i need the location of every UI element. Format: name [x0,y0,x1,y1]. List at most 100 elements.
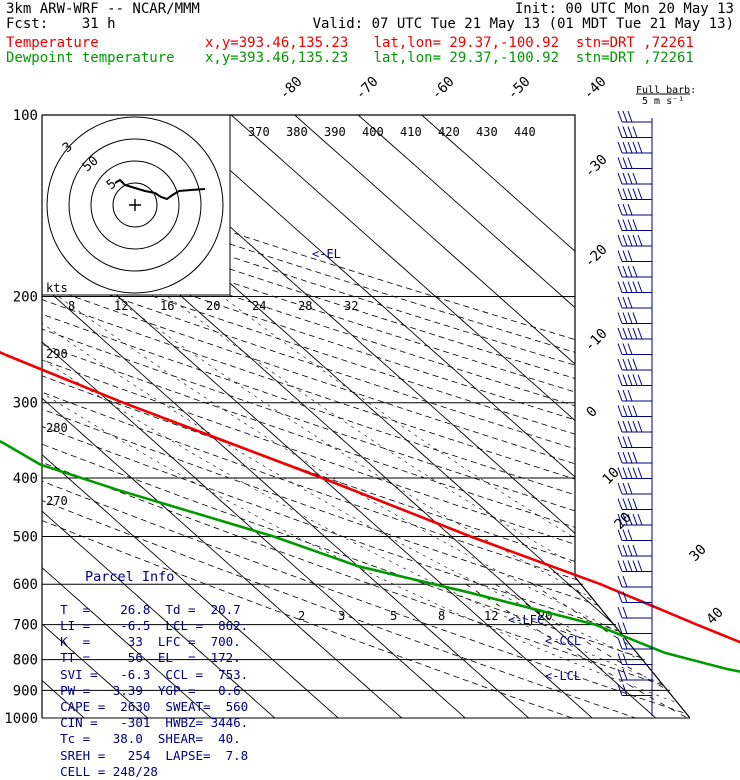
wind-barb-flag [618,235,622,246]
wind-barb-flag [618,328,622,339]
mixing-ratio-line [533,584,740,718]
wind-barb-flag [633,545,637,556]
wind-barb-flag [618,158,622,169]
wind-barb-icon [618,328,652,339]
theta-label: 400 [362,125,384,139]
wind-barb-icon [618,499,652,510]
wind-barb-flag [638,375,642,386]
wind-barb-icon [618,127,652,138]
level-marker-ccl: <-CCL [545,634,581,648]
wind-barb-flag [618,654,622,665]
wind-barb-flag [623,576,627,587]
isotherm-right-label: -30 [582,152,611,181]
parcel-row: SVI = -6.3 CCL = 753. [60,667,248,682]
wind-axis-label: 20 [206,299,220,313]
wind-barb-flag [638,235,642,246]
theta-label: 380 [286,125,308,139]
wind-barb-flag [628,251,632,262]
wind-barb-flag [628,142,632,153]
wind-barb-flag [638,561,642,572]
wind-barb-flag [618,204,622,215]
wind-axis-label: 32 [344,299,358,313]
wind-axis-label: 8 [68,299,75,313]
level-marker-el: <-EL [312,247,341,261]
wind-barb-icon [618,173,652,184]
theta-label: 430 [476,125,498,139]
wind-barb-flag [618,127,622,138]
wind-barb-flag [618,561,622,572]
wind-barb-flag [618,142,622,153]
wind-barb-icon [618,530,652,541]
wind-barb-flag [618,313,622,324]
wind-barb-flag [633,173,637,184]
wind-barb-icon [618,607,652,618]
wind-barb-flag [623,344,627,355]
wind-barb-flag [623,654,627,665]
parcel-row: CIN = -301 HWBZ= 3446. [60,715,248,730]
wind-barb-flag [628,127,632,138]
wind-barb-icon [618,669,652,680]
wind-barb-flag [628,111,632,122]
wind-barb-flag [618,220,622,231]
wind-barb-flag [623,499,627,510]
wind-barb-flag [623,437,627,448]
mixing-ratio-line [597,584,740,718]
wind-barb-flag [628,359,632,370]
pressure-tick-label: 200 [13,290,38,306]
wind-barb-icon [618,313,652,324]
parcel-row: T = 26.8 Td = 20.7 [60,602,241,617]
wind-barb-flag [623,421,627,432]
mixing-ratio-label: 5 [390,609,397,623]
isotherm-top-label: -60 [429,74,458,103]
wind-barb-flag [633,282,637,293]
theta-label: 440 [514,125,536,139]
parcel-row: SREH = 254 LAPSE= 7.8 [60,748,248,763]
isotherm-line [231,115,740,718]
parcel-info-box: Parcel Info T = 26.8 Td = 20.7 LI = -6.5… [45,537,235,727]
mixing-ratio-line [495,584,717,718]
mixing-ratio-line [567,584,740,718]
wind-barb-flag [628,390,632,401]
parcel-row: CELL = 248/28 [60,764,158,779]
barb-key-unit: 5 m s⁻¹ [642,96,684,107]
wind-barb-flag [628,499,632,510]
isotherm-right-label: 30 [687,542,710,565]
wind-barb-icon [618,142,652,153]
wind-barb-flag [623,607,627,618]
wind-barb-flag [633,452,637,463]
wind-barb-flag [628,530,632,541]
wind-barb-flag [628,545,632,556]
theta-label: 410 [400,125,422,139]
wind-barb-flag [628,561,632,572]
wind-barb-flag [618,499,622,510]
wind-barb-flag [623,313,627,324]
theta-e-label: 270 [46,494,68,508]
wind-barb-flag [638,189,642,200]
wind-barb-flag [623,235,627,246]
wind-barb-flag [628,452,632,463]
isotherm-top-label: -50 [505,74,534,103]
wind-barb-flag [628,483,632,494]
wind-barb-flag [638,421,642,432]
isotherm-right-label: -10 [582,326,611,355]
wind-barb-flag [628,437,632,448]
wind-barb-flag [628,235,632,246]
wind-barb-flag [628,204,632,215]
wind-barb-icon [618,576,652,587]
wind-barb-flag [633,235,637,246]
wind-barb-flag [618,359,622,370]
wind-barb-flag [618,390,622,401]
wind-barb-icon [618,561,652,572]
wind-barb-icon [618,623,652,634]
parcel-row: Tc = 38.0 SHEAR= 40. [60,731,241,746]
wind-axis-unit: kts [46,281,68,295]
pressure-tick-label: 700 [13,618,38,634]
wind-barb-flag [628,189,632,200]
wind-barb-flag [628,266,632,277]
theta-label: 370 [248,125,270,139]
wind-barb-flag [638,142,642,153]
wind-barb-icon [618,158,652,169]
wind-barb-flag [618,638,622,649]
wind-barb-flag [623,561,627,572]
wind-barb-icon [618,266,652,277]
